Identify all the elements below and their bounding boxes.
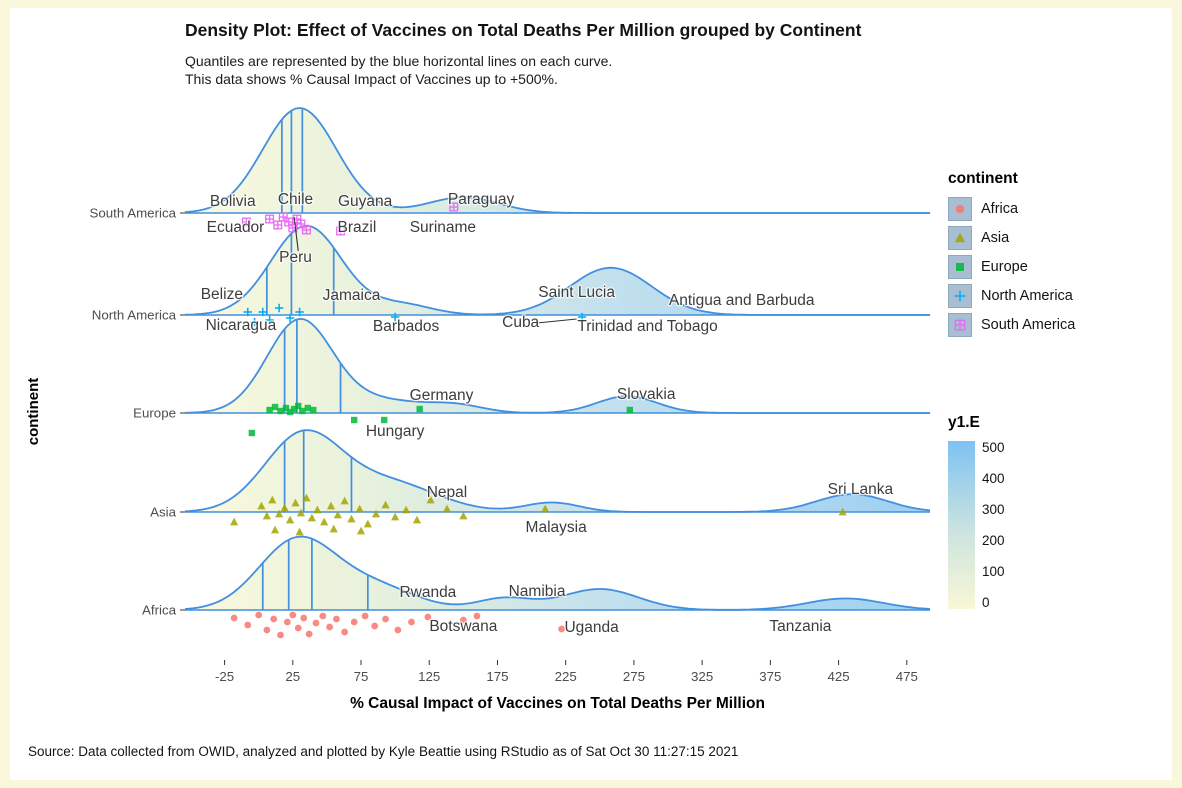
gradient-tick-label: 0	[982, 595, 990, 610]
svg-text:475: 475	[896, 669, 918, 684]
points-south-america	[241, 202, 459, 236]
svg-text:Hungary: Hungary	[366, 423, 425, 440]
svg-text:Botswana: Botswana	[429, 618, 497, 635]
points-africa	[230, 611, 565, 639]
svg-text:Guyana: Guyana	[338, 193, 393, 210]
svg-text:Malaysia: Malaysia	[526, 519, 588, 536]
svg-text:% Causal Impact of Vaccines on: % Causal Impact of Vaccines on Total Dea…	[350, 695, 765, 712]
svg-text:175: 175	[486, 669, 508, 684]
svg-text:Suriname: Suriname	[410, 219, 476, 236]
plus-legend-key-icon	[948, 284, 972, 308]
svg-text:425: 425	[827, 669, 849, 684]
gradient-tick-label: 500	[982, 440, 1005, 455]
continent-legend-title: continent	[948, 170, 1018, 187]
svg-text:-25: -25	[215, 669, 234, 684]
svg-text:Rwanda: Rwanda	[399, 584, 456, 601]
svg-text:Belize: Belize	[201, 286, 243, 303]
labels-europe: Germany Slovakia Hungary	[365, 385, 678, 442]
legend-entry-label: Europe	[981, 259, 1028, 275]
gradient-tick-label: 400	[982, 471, 1005, 486]
svg-text:125: 125	[418, 669, 440, 684]
svg-text:Paraguay: Paraguay	[448, 191, 515, 208]
gradient-legend-title: y1.E	[948, 414, 980, 431]
gradient-legend-body: 500 400 300 200 100 0	[948, 441, 1005, 609]
svg-text:Cuba: Cuba	[502, 314, 539, 331]
svg-text:Slovakia: Slovakia	[617, 386, 676, 403]
plot-card	[10, 8, 1172, 780]
ridge-asia	[184, 429, 931, 513]
legend-entry-label: North America	[981, 288, 1073, 304]
svg-text:Europe: Europe	[133, 406, 176, 421]
legend-entry-label: Africa	[981, 201, 1019, 217]
legend-entry-label: Asia	[981, 230, 1010, 246]
svg-text:225: 225	[555, 669, 577, 684]
ridge-africa	[184, 535, 931, 611]
points-europe	[248, 402, 634, 437]
continent-legend: continent Africa Asia Europe North America S…	[948, 170, 1075, 342]
legend-entry-europe: Europe	[948, 255, 1075, 279]
svg-text:Bolivia: Bolivia	[210, 193, 256, 210]
labels-south-america: Bolivia Chile Guyana Paraguay Ecuador Brazil S…	[205, 190, 515, 268]
x-axis: -25 25 75 125 175 225 275 325 375 425 475 % Causal …	[215, 660, 918, 712]
chart-subtitle-line2: This data shows % Causal Impact of Vacci…	[185, 71, 558, 87]
chart-subtitle-line1: Quantiles are represented by the blue ho…	[185, 53, 613, 69]
svg-text:Peru: Peru	[279, 249, 312, 266]
labels-africa: Rwanda Namibia Botswana Uganda Tanzania	[398, 582, 833, 638]
svg-text:375: 375	[759, 669, 781, 684]
legend-entry-label: South America	[981, 317, 1076, 333]
gradient-bar	[948, 441, 975, 609]
density-plot: Bolivia Chile Guyana Paraguay Ecuador Brazil S…	[25, 107, 931, 712]
svg-text:Trinidad and Tobago: Trinidad and Tobago	[577, 318, 717, 335]
source-caption: Source: Data collected from OWID, analyz…	[28, 744, 739, 759]
svg-text:Namibia: Namibia	[509, 583, 566, 600]
svg-text:Jamaica: Jamaica	[323, 287, 381, 304]
svg-text:North America: North America	[92, 308, 177, 323]
legend-entry-north-america: North America	[948, 284, 1075, 308]
svg-text:Africa: Africa	[142, 603, 177, 618]
labels-asia: Nepal Sri Lanka Malaysia	[425, 480, 894, 538]
svg-text:South America: South America	[90, 206, 177, 221]
svg-text:continent: continent	[25, 378, 42, 446]
gradient-tick-label: 300	[982, 502, 1005, 517]
circle-legend-key-icon	[948, 197, 972, 221]
svg-text:Brazil: Brazil	[338, 219, 377, 236]
continent-legend-entries: Africa Asia Europe North America South Ameri…	[948, 197, 1075, 337]
svg-text:Barbados: Barbados	[373, 318, 440, 335]
svg-text:Asia: Asia	[150, 505, 176, 520]
svg-text:Germany: Germany	[410, 387, 474, 404]
gradient-tick-label: 200	[982, 533, 1005, 548]
gradient-legend: y1.E 500 400 300 200 100 0	[948, 414, 1005, 609]
legend-entry-south-america: South America	[948, 313, 1075, 337]
y-axis: South America North America Europe Asia Afri…	[25, 206, 185, 618]
ridge-europe	[184, 317, 930, 414]
svg-text:Sri Lanka: Sri Lanka	[828, 481, 894, 498]
square-plus-legend-key-icon	[948, 313, 972, 337]
svg-text:325: 325	[691, 669, 713, 684]
svg-text:Saint Lucia: Saint Lucia	[538, 284, 615, 301]
points-north-america	[243, 303, 587, 327]
svg-text:Tanzania: Tanzania	[769, 618, 831, 635]
svg-text:Chile: Chile	[278, 191, 313, 208]
svg-text:Ecuador: Ecuador	[207, 219, 265, 236]
svg-text:75: 75	[354, 669, 369, 684]
svg-text:Antigua and Barbuda: Antigua and Barbuda	[669, 292, 815, 309]
svg-text:Uganda: Uganda	[564, 619, 619, 636]
svg-text:25: 25	[285, 669, 300, 684]
svg-text:Nicaragua: Nicaragua	[206, 317, 277, 334]
triangle-legend-key-icon	[948, 226, 972, 250]
svg-text:Nepal: Nepal	[427, 484, 468, 501]
chart-title: Density Plot: Effect of Vaccines on Tota…	[185, 20, 862, 40]
legend-entry-asia: Asia	[948, 226, 1075, 250]
labels-north-america: Belize Jamaica Saint Lucia Antigua and Barb…	[199, 283, 816, 337]
legend-entry-africa: Africa	[948, 197, 1075, 221]
square-legend-key-icon	[948, 255, 972, 279]
gradient-tick-labels: 500 400 300 200 100 0	[982, 440, 1005, 610]
svg-text:275: 275	[623, 669, 645, 684]
ridge-south-america	[184, 107, 930, 214]
points-asia	[230, 493, 847, 536]
gradient-tick-label: 100	[982, 564, 1005, 579]
